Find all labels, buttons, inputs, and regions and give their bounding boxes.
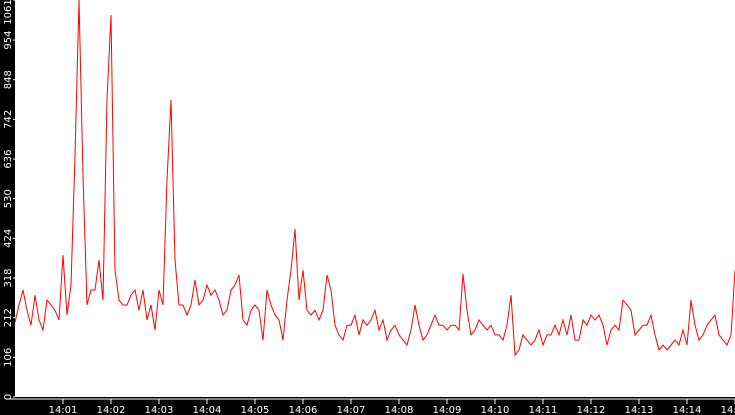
y-tick-label: 1061 <box>3 0 14 25</box>
x-tick-label: 14:15 <box>721 405 735 415</box>
y-axis: 0 106 212 318 424 530 636 742 848 954 1061 <box>3 0 15 400</box>
x-tick-label: 14:02 <box>97 405 126 415</box>
x-tick-label: 14:03 <box>145 405 174 415</box>
x-axis: 14:01 14:02 14:03 14:04 14:05 14:06 14:07 14:08… <box>6 398 735 415</box>
y-tick-label: 636 <box>3 149 14 168</box>
x-tick-label: 14:01 <box>49 405 78 415</box>
y-tick-label: 106 <box>3 348 14 367</box>
x-tick-label: 14:12 <box>577 405 606 415</box>
y-tick-label: 742 <box>3 110 14 129</box>
x-tick-label: 14:05 <box>241 405 270 415</box>
x-tick-label: 14:09 <box>433 405 462 415</box>
x-tick-label: 14:07 <box>337 405 366 415</box>
x-tick-label: 14:14 <box>673 405 702 415</box>
y-tick-label: 0 <box>3 394 14 400</box>
y-tick-label: 212 <box>3 308 14 327</box>
y-tick-label: 530 <box>3 189 14 208</box>
y-tick-label: 848 <box>3 70 14 89</box>
x-tick-label: 14:11 <box>529 405 558 415</box>
series-line <box>14 0 735 357</box>
x-tick-label: 14:04 <box>193 405 222 415</box>
y-tick-label: 318 <box>3 268 14 287</box>
x-tick-label: 14:06 <box>289 405 318 415</box>
x-tick-label: 14:10 <box>481 405 510 415</box>
y-tick-label: 954 <box>3 30 14 49</box>
plot-area <box>15 0 735 397</box>
y-tick-label: 424 <box>3 229 14 248</box>
x-tick-label: 14:08 <box>385 405 414 415</box>
x-tick-label: 14:13 <box>625 405 654 415</box>
